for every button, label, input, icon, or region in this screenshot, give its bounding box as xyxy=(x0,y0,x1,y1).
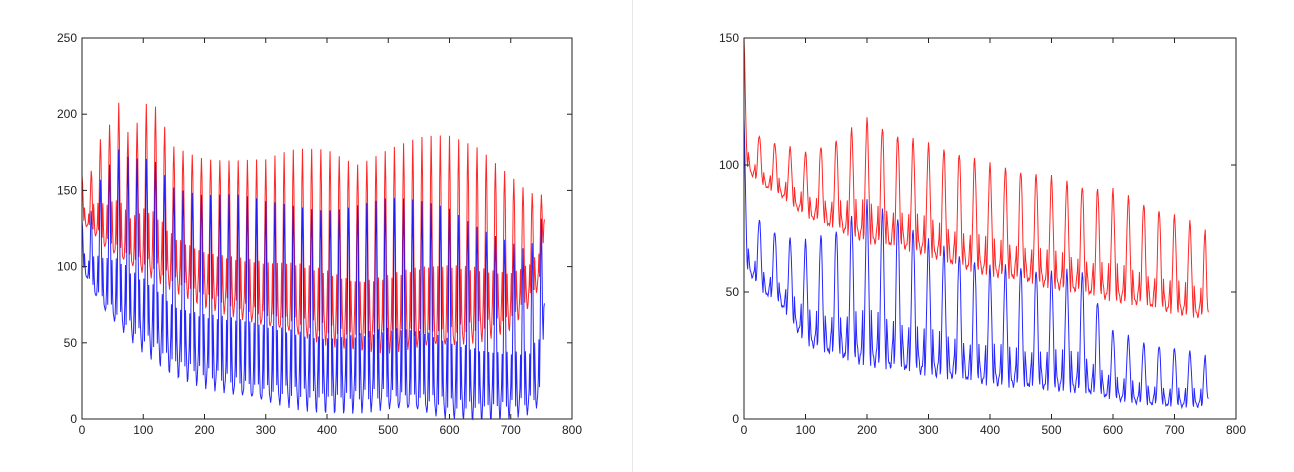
y-tick-label: 250 xyxy=(57,31,77,45)
series-2-line xyxy=(81,149,545,421)
y-tick-label: 150 xyxy=(57,183,77,197)
y-tick-label: 0 xyxy=(70,412,77,426)
x-tick-label: 700 xyxy=(1164,423,1184,437)
y-tick-label: 50 xyxy=(726,285,740,299)
x-tick-label: 400 xyxy=(980,423,1000,437)
chart-2: 0 100 200 300 400 500 600 700 800 0 50 100 150 xyxy=(719,31,1246,437)
x-tick-label: 600 xyxy=(1103,423,1123,437)
y-tick-label: 50 xyxy=(64,336,78,350)
x-tick-label: 500 xyxy=(378,423,398,437)
x-tick-label: 400 xyxy=(317,423,337,437)
x-tick-label: 100 xyxy=(133,423,153,437)
panel-divider xyxy=(632,0,633,472)
x-tick-label: 600 xyxy=(439,423,459,437)
x-tick-label: 0 xyxy=(741,423,748,437)
x-tick-label: 300 xyxy=(918,423,938,437)
y-tick-label: 100 xyxy=(719,158,739,172)
series-1-line xyxy=(743,37,1209,319)
x-tick-label: 200 xyxy=(857,423,877,437)
y-tick-label: 0 xyxy=(732,412,739,426)
x-tick-label: 700 xyxy=(501,423,521,437)
series-1-line xyxy=(81,102,545,354)
axes-frame xyxy=(743,37,1237,420)
x-tick-label: 500 xyxy=(1041,423,1061,437)
series-2-line xyxy=(743,117,1209,410)
x-tick-label: 300 xyxy=(256,423,276,437)
y-tick-label: 100 xyxy=(57,260,77,274)
x-tick-label: 800 xyxy=(562,423,582,437)
y-tick-label: 200 xyxy=(57,107,77,121)
chart-1: 0 100 200 300 400 500 600 700 800 0 50 100 150 200 250 xyxy=(57,31,582,437)
x-tick-label: 0 xyxy=(79,423,86,437)
x-tick-label: 100 xyxy=(795,423,815,437)
x-tick-label: 200 xyxy=(194,423,214,437)
x-tick-label: 800 xyxy=(1226,423,1246,437)
y-tick-label: 150 xyxy=(719,31,739,45)
